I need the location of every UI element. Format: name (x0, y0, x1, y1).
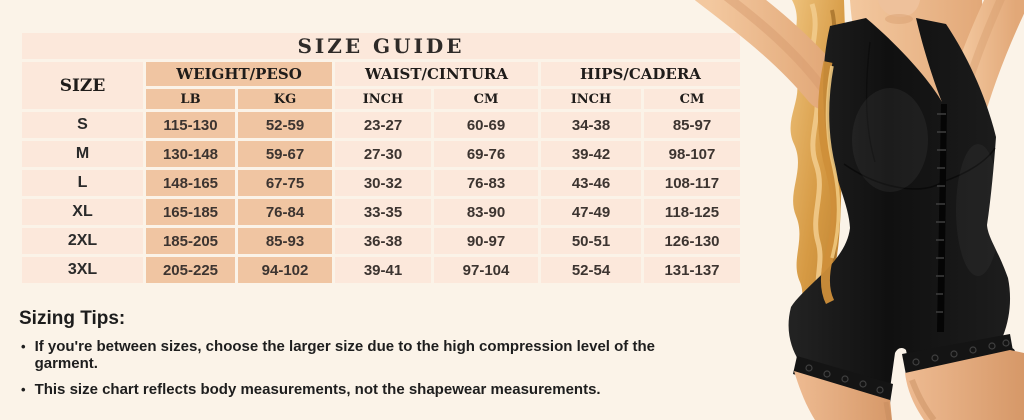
table-cell: 34-38 (541, 112, 641, 138)
hook-eye-closure (937, 104, 947, 332)
tip-text: If you're between sizes, choose the larg… (34, 338, 655, 372)
table-cell: 2XL (22, 228, 143, 254)
list-item: • If you're between sizes, choose the la… (21, 338, 719, 372)
table-cell: XL (22, 199, 143, 225)
right-arm (695, 0, 848, 110)
subheader-hips-cm: CM (644, 89, 740, 109)
table-cell: 97-104 (434, 257, 538, 283)
table-row-2xl: 2XL 185-205 85-93 36-38 90-97 50-51 126-… (22, 228, 740, 254)
table-cell: 90-97 (434, 228, 538, 254)
table-cell: 148-165 (146, 170, 235, 196)
tip-text: This size chart reflects body measuremen… (34, 381, 601, 398)
column-header-size: SIZE (22, 62, 143, 109)
table-cell: 94-102 (238, 257, 332, 283)
subheader-lb: LB (146, 89, 235, 109)
bodysuit (788, 18, 1011, 389)
subheader-waist-cm: CM (434, 89, 538, 109)
sizing-tips-heading: Sizing Tips: (19, 308, 126, 329)
column-group-weight: WEIGHT/PESO (146, 62, 332, 86)
table-cell: 60-69 (434, 112, 538, 138)
legs (794, 350, 1024, 420)
table-row-l: L 148-165 67-75 30-32 76-83 43-46 108-11… (22, 170, 740, 196)
closure-hooks (936, 113, 946, 313)
table-cell: 59-67 (238, 141, 332, 167)
table-row-m: M 130-148 59-67 27-30 69-76 39-42 98-107 (22, 141, 740, 167)
subheader-waist-inch: INCH (335, 89, 431, 109)
bullet-icon: • (21, 339, 26, 354)
table-cell: 33-35 (335, 199, 431, 225)
column-group-hips: HIPS/CADERA (541, 62, 740, 86)
table-cell: 83-90 (434, 199, 538, 225)
table-row-s: S 115-130 52-59 23-27 60-69 34-38 85-97 (22, 112, 740, 138)
table-cell: 108-117 (644, 170, 740, 196)
table-cell: 118-125 (644, 199, 740, 225)
table-cell: 43-46 (541, 170, 641, 196)
table-cell: L (22, 170, 143, 196)
bullet-icon: • (21, 382, 26, 397)
table-cell: 69-76 (434, 141, 538, 167)
subheader-kg: KG (238, 89, 332, 109)
table-cell: 76-84 (238, 199, 332, 225)
table-cell: 85-93 (238, 228, 332, 254)
table-cell: 205-225 (146, 257, 235, 283)
model-photo (695, 0, 1024, 420)
table-cell: 47-49 (541, 199, 641, 225)
table-row-xl: XL 165-185 76-84 33-35 83-90 47-49 118-1… (22, 199, 740, 225)
table-row-3xl: 3XL 205-225 94-102 39-41 97-104 52-54 13… (22, 257, 740, 283)
table-cell: 50-51 (541, 228, 641, 254)
hair-strand (817, 61, 840, 305)
table-cell: 30-32 (335, 170, 431, 196)
list-item: • This size chart reflects body measurem… (21, 381, 719, 398)
page-title: SIZE GUIDE (22, 33, 740, 59)
table-cell: 23-27 (335, 112, 431, 138)
table-cell: 39-41 (335, 257, 431, 283)
table-cell: 131-137 (644, 257, 740, 283)
table-cell: 185-205 (146, 228, 235, 254)
chin (878, 0, 920, 17)
table-cell: 98-107 (644, 141, 740, 167)
sizing-tips-section: Sizing Tips: • If you're between sizes, … (19, 308, 719, 407)
table-cell: M (22, 141, 143, 167)
table-cell: 36-38 (335, 228, 431, 254)
size-guide-table: SIZE GUIDE SIZE WEIGHT/PESO WAIST/CINTUR… (19, 30, 743, 286)
table-cell: 130-148 (146, 141, 235, 167)
table-cell: 165-185 (146, 199, 235, 225)
table-cell: 27-30 (335, 141, 431, 167)
table-cell: 52-59 (238, 112, 332, 138)
table-cell: 67-75 (238, 170, 332, 196)
table-cell: 115-130 (146, 112, 235, 138)
table-cell: 126-130 (644, 228, 740, 254)
table-cell: 3XL (22, 257, 143, 283)
table-cell: 39-42 (541, 141, 641, 167)
subheader-hips-inch: INCH (541, 89, 641, 109)
table-cell: 76-83 (434, 170, 538, 196)
table-cell: 85-97 (644, 112, 740, 138)
table-cell: 52-54 (541, 257, 641, 283)
column-group-waist: WAIST/CINTURA (335, 62, 538, 86)
table-cell: S (22, 112, 143, 138)
